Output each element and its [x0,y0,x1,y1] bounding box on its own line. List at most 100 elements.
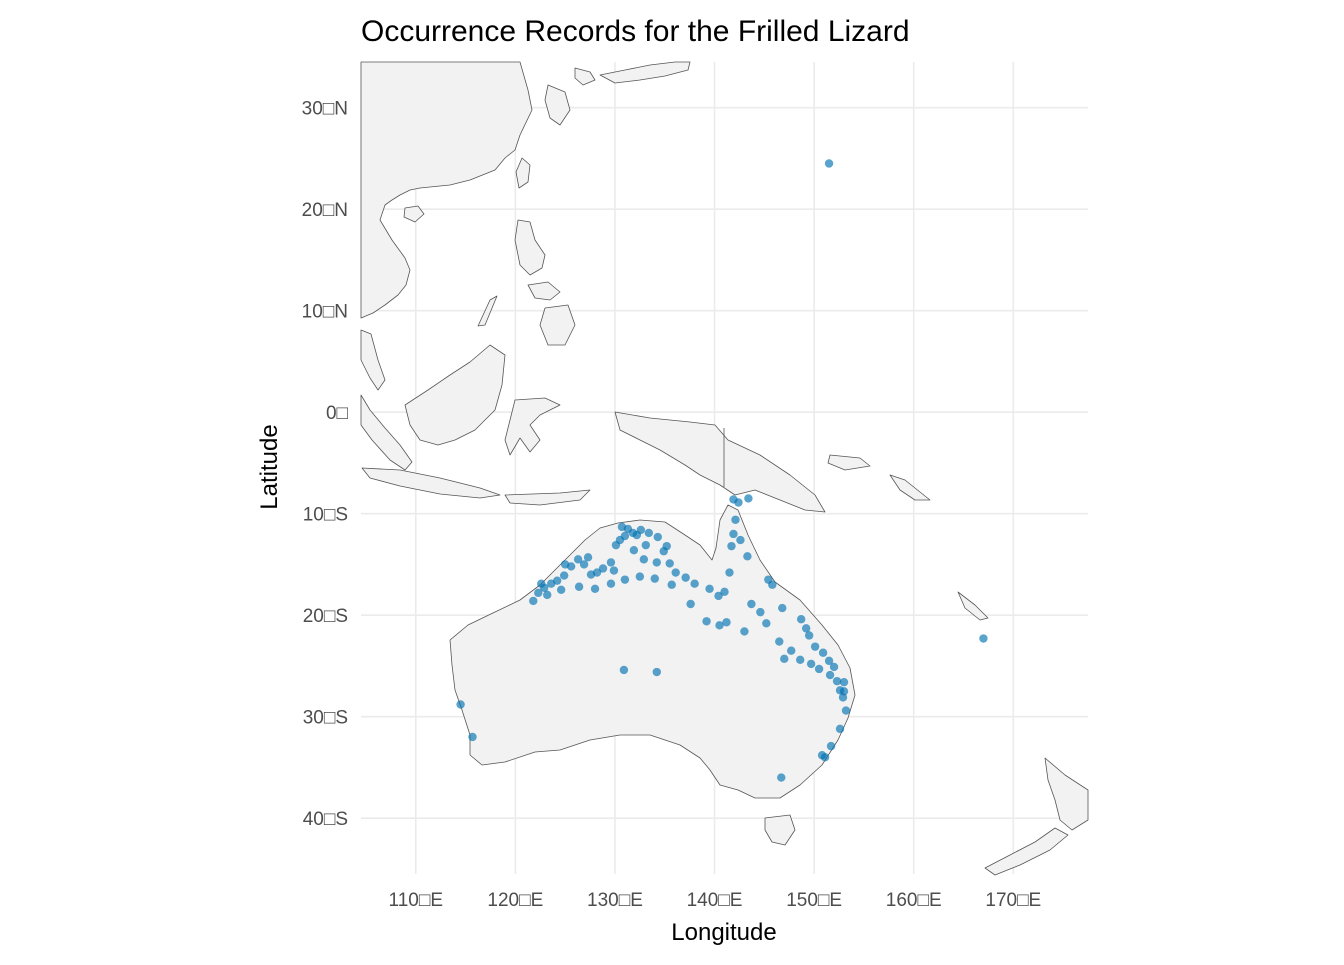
new-caledonia [957,591,989,621]
occurrence-point [747,599,756,609]
occurrence-point [824,656,834,666]
occurrence-point [606,558,616,567]
occurrence-point [796,615,806,624]
occurrence-point [468,732,477,742]
occurrence-point [662,541,671,551]
occurrence-point [743,552,752,561]
x-axis-title: Longitude [671,919,776,946]
occurrence-point [579,560,589,569]
occurrence-point [671,568,680,577]
occurrence-point [537,579,546,588]
occurrence-point [556,585,566,594]
borneo [404,344,506,446]
occurrence-point [667,580,676,589]
occurrence-point [839,687,849,696]
taiwan [515,157,531,189]
asia-mainland [360,61,533,319]
occurrence-point [686,599,695,609]
occurrence-point [619,665,629,675]
occurrence-point [841,706,851,715]
occurrence-point [810,642,820,651]
y-tick-label: 20□N [302,200,348,221]
occurrence-point [740,627,749,636]
sulawesi [504,397,561,456]
y-tick-label: 10□N [302,302,348,323]
luzon [514,219,546,276]
new-guinea [614,411,826,513]
occurrence-point [814,664,824,674]
occurrence-point [586,570,596,579]
occurrence-point [744,494,753,503]
occurrence-point [543,590,552,600]
occurrence-point [829,662,839,672]
occurrence-point [725,568,734,577]
occurrence-point [839,677,849,687]
occurrence-point [775,637,784,646]
occurrence-point [715,621,724,630]
new-britain [827,454,871,471]
occurrence-point [598,564,608,573]
occurrence-point [795,655,805,665]
occurrence-point [632,530,642,540]
occurrence-point [979,634,988,643]
x-tick-label: 170□E [985,890,1041,911]
occurrence-point [804,631,814,640]
occurrence-point [714,591,723,601]
solomon-islands [889,474,931,501]
occurrence-point [559,571,569,580]
occurrence-point [609,566,619,575]
occurrence-point [606,579,616,588]
occurrence-point [690,579,699,588]
occurrence-point [756,607,765,617]
occurrence-point [820,753,830,762]
y-tick-label: 10□S [303,505,348,526]
y-tick-label: 20□S [303,606,348,627]
occurrence-point [529,596,538,606]
x-tick-label: 150□E [786,890,842,911]
occurrence-point [456,700,465,709]
occurrence-point [635,572,645,581]
occurrence-point [611,540,621,550]
mindanao [539,304,576,346]
occurrence-point [650,574,659,583]
occurrence-point [780,654,789,664]
occurrence-point [617,522,627,532]
occurrence-point [801,624,811,633]
occurrence-point [583,553,593,562]
x-tick-label: 120□E [487,890,543,911]
occurrence-point [720,587,729,597]
occurrence-point [729,529,738,539]
korea [544,84,571,126]
occurrence-point [574,582,584,591]
occurrence-point [727,541,736,551]
malay-peninsula [360,329,386,391]
occurrence-point [764,575,773,584]
plot-title: Occurrence Records for the Frilled Lizar… [361,15,910,48]
x-tick-label: 130□E [587,890,643,911]
occurrence-point [547,579,556,588]
x-tick-label: 160□E [886,890,942,911]
palawan [477,295,498,327]
sumatra [360,394,413,471]
x-axis-ticks: 110□E 120□E 130□E 140□E 150□E 160□E 170□E [389,890,1042,911]
japan-honshu [599,61,691,84]
occurrence-point [705,584,714,593]
occurrence-point [734,498,743,507]
y-tick-label: 30□N [302,99,348,120]
occurrence-point [832,676,842,686]
occurrence-point [644,528,654,538]
occurrence-point [835,724,845,734]
occurrence-point [787,646,796,655]
occurrence-point [736,535,745,545]
occurrence-point [620,575,630,584]
occurrence-point [681,573,690,582]
japan-kyushu [574,67,596,86]
occurrence-point [778,603,787,613]
new-zealand-south [984,827,1069,876]
occurrence-point [806,659,816,669]
hainan [403,205,425,223]
occurrence-point [590,584,600,593]
y-axis-ticks: 30□N 20□N 10□N 0□ 10□S 20□S 30□S 40□S [302,99,349,830]
